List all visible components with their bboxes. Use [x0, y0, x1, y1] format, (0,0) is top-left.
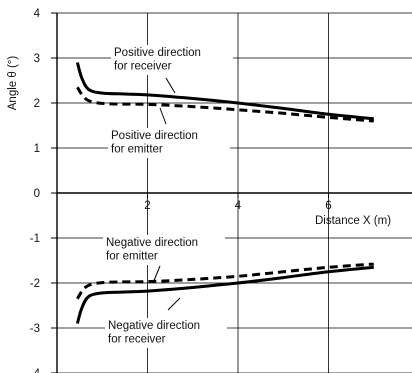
y-tick-label: -2 [30, 278, 40, 290]
x-tick-label: 2 [144, 200, 150, 212]
annotation-text: Positive direction [114, 47, 201, 59]
annotation-background [111, 45, 233, 75]
series-line-3 [75, 265, 374, 324]
annotation-leader-line [167, 297, 181, 311]
x-tick-label: 4 [235, 200, 242, 212]
annotation-text: for receiver [114, 61, 172, 73]
annotation-background [105, 318, 227, 348]
annotation-text: Negative direction [108, 320, 200, 332]
y-tick-label: 4 [34, 8, 41, 20]
series-line-1 [76, 86, 374, 123]
annotation-text: Negative direction [106, 237, 198, 249]
annotation-text: for receiver [108, 334, 166, 346]
series-line-0 [75, 62, 374, 121]
x-axis-label: Distance X (m) [315, 215, 391, 227]
annotation-text: Positive direction [111, 130, 198, 142]
y-tick-label: 0 [34, 188, 40, 200]
x-tick-label: 6 [325, 200, 331, 212]
y-tick-label: 2 [34, 98, 40, 110]
y-tick-label: -1 [30, 233, 40, 245]
y-tick-label: -4 [30, 368, 41, 373]
annotation-background [103, 235, 225, 265]
annotation-text: for emitter [106, 251, 158, 263]
annotation-leader-line [165, 77, 176, 94]
annotation-background [108, 128, 230, 158]
y-tick-label: 3 [34, 53, 40, 65]
y-tick-label: -3 [30, 323, 40, 335]
annotation-text: for emitter [111, 144, 163, 156]
y-tick-label: 1 [34, 143, 40, 155]
y-axis-label: Angle θ (°) [7, 56, 19, 111]
annotation-leader-line [152, 265, 161, 284]
annotation-leader-line [159, 107, 167, 125]
series-line-2 [76, 262, 374, 300]
